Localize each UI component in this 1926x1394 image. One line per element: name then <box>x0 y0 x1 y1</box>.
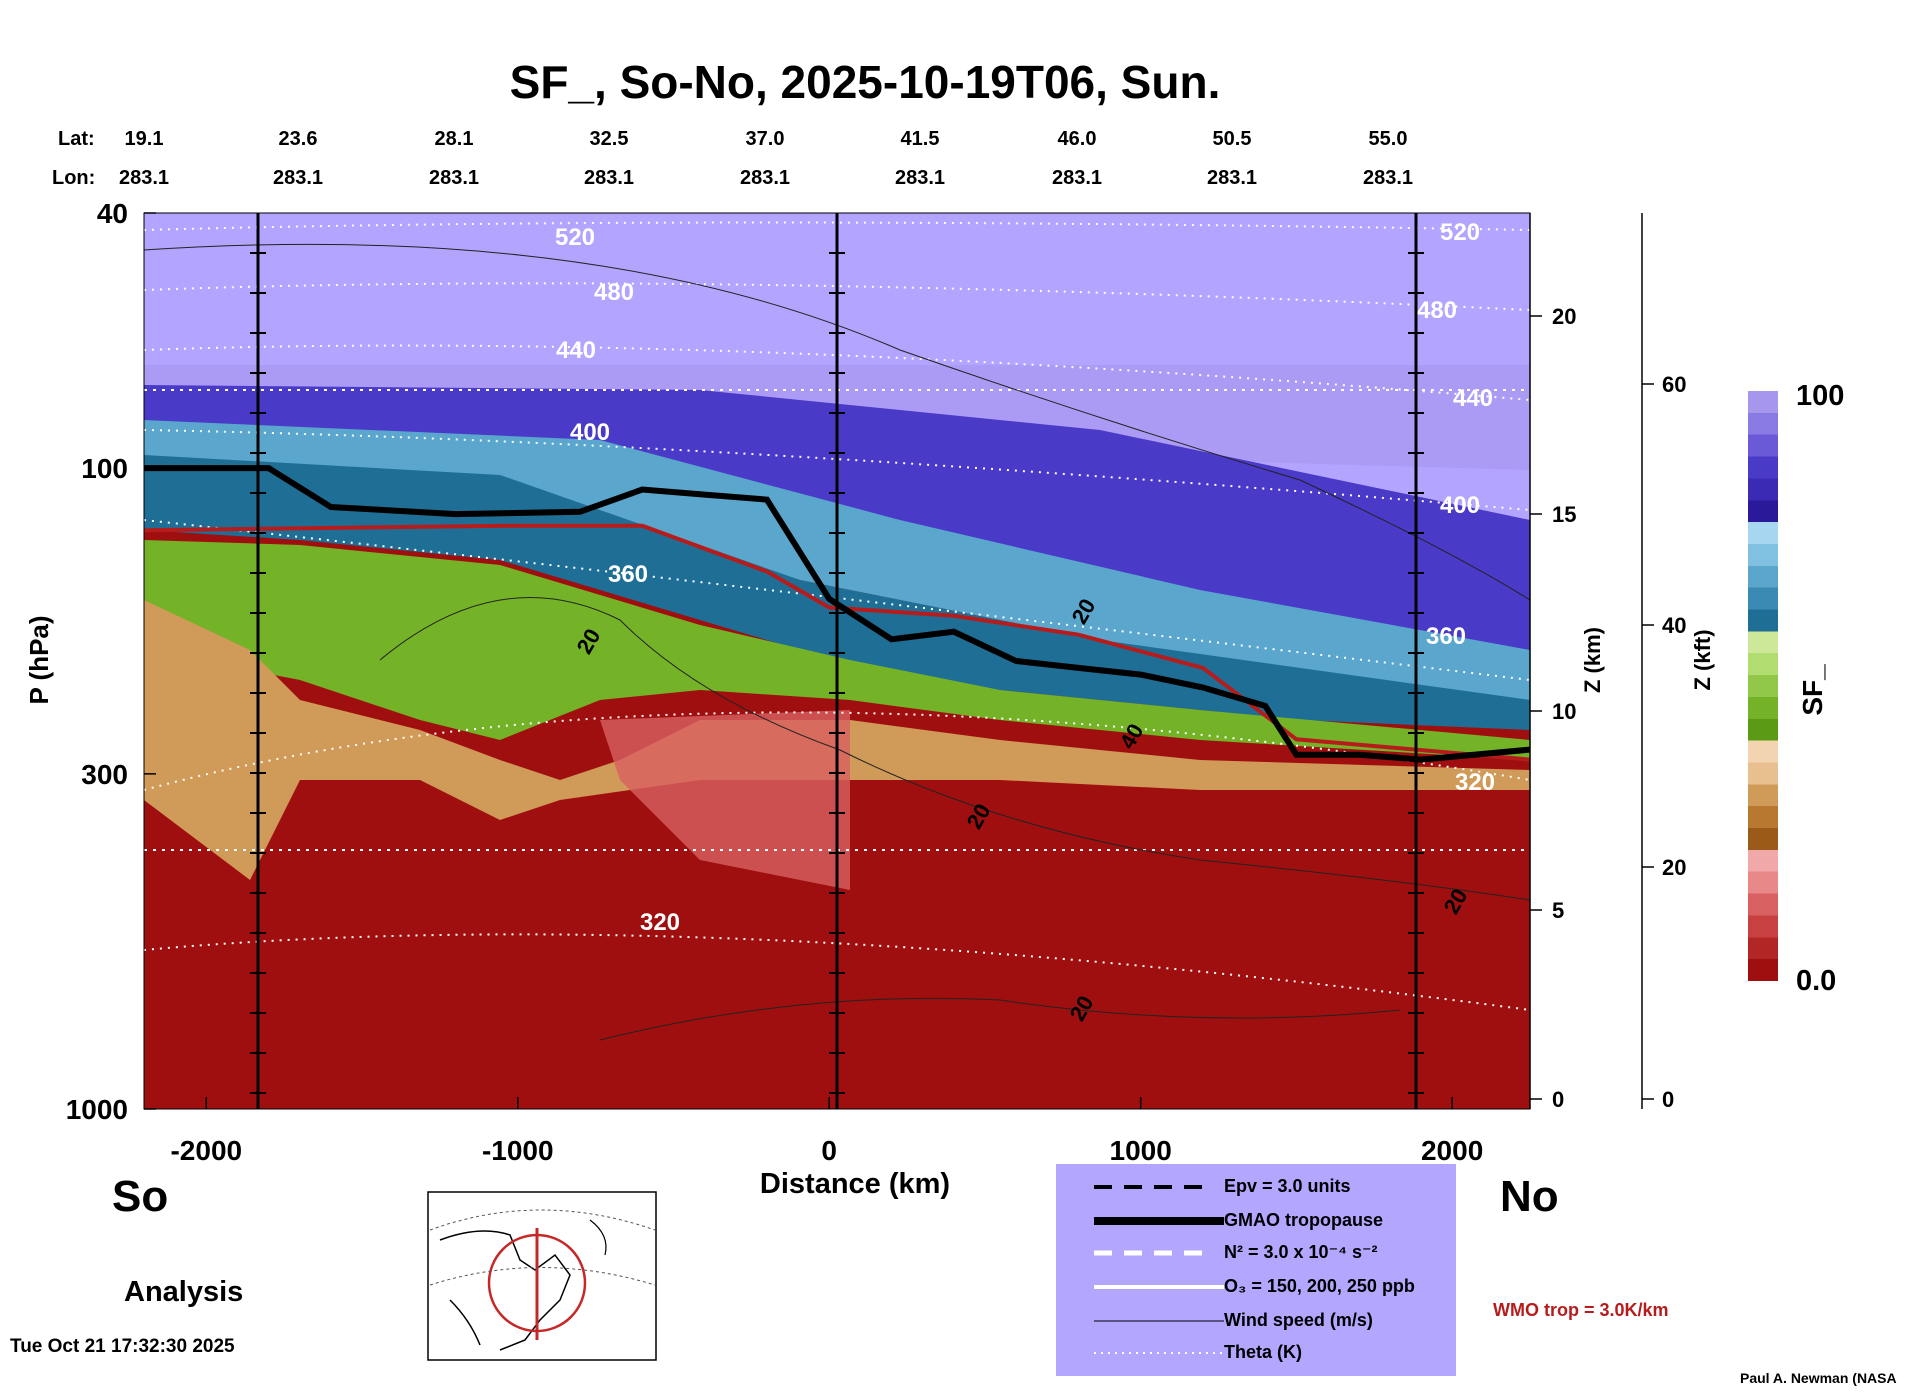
x-axis: -2000 -1000 0 1000 2000 <box>170 1097 1483 1166</box>
x-tick-label: 2000 <box>1421 1135 1483 1166</box>
green-band <box>144 540 1530 760</box>
x-tick-label: 1000 <box>1110 1135 1172 1166</box>
y-tick-label: 1000 <box>66 1094 128 1125</box>
legend-item-wind: Wind speed (m/s) <box>1056 1306 1456 1336</box>
plot-area: 520 480 440 400 360 320 520 480 440 400 360 320 202… <box>144 213 1530 1109</box>
lon-value: 283.1 <box>1052 167 1102 189</box>
legend-text-wind: Wind speed (m/s) <box>1224 1310 1373 1330</box>
colorbar <box>1748 391 1778 981</box>
theta-label: 400 <box>570 419 610 446</box>
theta-line <box>144 429 1530 511</box>
zkm-tick-label: 0 <box>1552 1087 1564 1112</box>
legend-item-epv: Epv = 3.0 units <box>1056 1172 1456 1202</box>
pink-blob <box>600 710 850 890</box>
inset-map <box>427 1191 657 1361</box>
z-kft-label: Z (kft) <box>1690 629 1715 690</box>
y-axis: 40 100 300 1000 <box>66 198 156 1125</box>
theta-line <box>144 933 1530 1011</box>
timestamp: Tue Oct 21 17:32:30 2025 <box>10 1336 235 1357</box>
theta-label: 440 <box>1453 385 1493 412</box>
legend-item-theta: Theta (K) <box>1056 1338 1456 1368</box>
zkm-tick-label: 5 <box>1552 898 1564 923</box>
theta-label: 520 <box>1440 219 1480 246</box>
colorbar-min: 0.0 <box>1796 965 1836 997</box>
theta-label: 320 <box>640 909 680 936</box>
y-tick-label: 100 <box>81 453 128 484</box>
theta-line <box>144 519 1530 681</box>
x-tick-label: -2000 <box>170 1135 242 1166</box>
theta-label: 400 <box>1440 492 1480 519</box>
lat-value: 19.1 <box>125 128 164 150</box>
lat-value: 50.5 <box>1213 128 1252 150</box>
lat-value: 41.5 <box>901 128 940 150</box>
theta-lines: 520 480 440 400 360 320 520 480 440 400 360 320 <box>144 219 1530 1011</box>
colorbar-max: 100 <box>1796 380 1844 412</box>
y-axis-label: P (hPa) <box>24 615 54 704</box>
zkft-tick-label: 40 <box>1662 613 1686 638</box>
z-kft-axis: 0 20 40 60 <box>1641 213 1686 1112</box>
lat-value: 28.1 <box>435 128 474 150</box>
theta-label: 520 <box>555 224 595 251</box>
theta-label: 320 <box>1455 769 1495 796</box>
legend-text-o3: O₃ = 150, 200, 250 ppb <box>1224 1276 1415 1296</box>
legend-item-n2: N² = 3.0 x 10⁻⁴ s⁻² <box>1056 1238 1456 1268</box>
theta-line <box>144 282 1530 311</box>
mode-label: Analysis <box>124 1276 244 1308</box>
theta-label: 360 <box>1426 623 1466 650</box>
lon-value: 283.1 <box>584 167 634 189</box>
theta-label: 360 <box>608 561 648 588</box>
x-tick-label: -1000 <box>482 1135 554 1166</box>
zkm-tick-label: 15 <box>1552 502 1576 527</box>
lat-label: Lat: <box>58 128 95 150</box>
z-km-label: Z (km) <box>1580 627 1605 693</box>
legend: Epv = 3.0 units GMAO tropopause N² = 3.0… <box>1056 1164 1456 1376</box>
zkft-tick-label: 60 <box>1662 372 1686 397</box>
latlon-header: 19.1 23.6 28.1 32.5 37.0 41.5 46.0 50.5 55.0 283.… <box>119 128 1413 189</box>
lat-value: 46.0 <box>1058 128 1097 150</box>
region-left: So <box>112 1172 169 1221</box>
legend-text-n2: N² = 3.0 x 10⁻⁴ s⁻² <box>1224 1242 1378 1262</box>
theta-line <box>144 221 1530 231</box>
legend-text-gmao: GMAO tropopause <box>1224 1210 1384 1230</box>
lon-value: 283.1 <box>429 167 479 189</box>
lon-value: 283.1 <box>1207 167 1257 189</box>
z-km-axis: 0 5 10 15 20 <box>1529 213 1576 1112</box>
wmo-tropopause-line <box>144 523 1530 762</box>
wmo-label: WMO trop = 3.0K/km <box>1493 1300 1669 1320</box>
theta-label: 440 <box>556 337 596 364</box>
x-axis-label: Distance (km) <box>760 1168 950 1200</box>
lon-value: 283.1 <box>1363 167 1413 189</box>
zkft-tick-label: 0 <box>1662 1087 1674 1112</box>
gmao-tropopause-line <box>144 465 1530 763</box>
chart-title: SF_, So-No, 2025-10-19T06, Sun. <box>510 56 1221 108</box>
lon-value: 283.1 <box>119 167 169 189</box>
legend-text-epv: Epv = 3.0 units <box>1224 1176 1351 1196</box>
legend-item-gmao: GMAO tropopause <box>1056 1206 1456 1236</box>
lon-label: Lon: <box>52 167 95 189</box>
zkft-tick-label: 20 <box>1662 855 1686 880</box>
theta-label: 480 <box>594 279 634 306</box>
y-tick-label: 300 <box>81 759 128 790</box>
x-tick-label: 0 <box>821 1135 837 1166</box>
colorbar-label: SF_ <box>1797 664 1828 716</box>
lat-value: 55.0 <box>1369 128 1408 150</box>
theta-label: 480 <box>1417 297 1457 324</box>
lat-value: 23.6 <box>279 128 318 150</box>
y-tick-label: 40 <box>97 198 128 229</box>
zkm-tick-label: 20 <box>1552 304 1576 329</box>
legend-text-theta: Theta (K) <box>1224 1342 1302 1362</box>
lat-value: 32.5 <box>590 128 629 150</box>
credit: Paul A. Newman (NASA <box>1740 1370 1897 1386</box>
legend-item-o3: O₃ = 150, 200, 250 ppb <box>1056 1272 1456 1302</box>
section-vertical-lines <box>250 213 1424 1109</box>
lon-value: 283.1 <box>273 167 323 189</box>
zkm-tick-label: 10 <box>1552 699 1576 724</box>
theta-line <box>144 344 1530 401</box>
lon-value: 283.1 <box>740 167 790 189</box>
lon-value: 283.1 <box>895 167 945 189</box>
region-right: No <box>1500 1172 1559 1221</box>
lat-value: 37.0 <box>746 128 785 150</box>
